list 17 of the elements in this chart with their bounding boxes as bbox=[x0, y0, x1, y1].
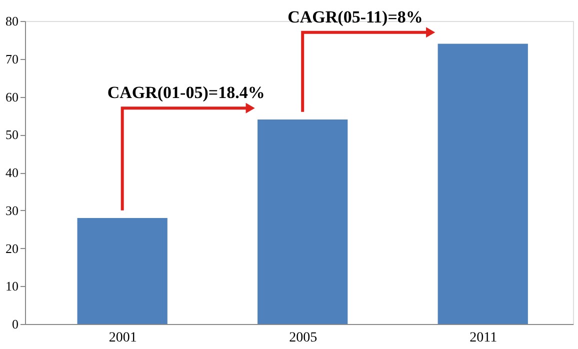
y-tick-label: 30 bbox=[6, 202, 18, 218]
x-tick-label: 2001 bbox=[108, 330, 137, 346]
bar bbox=[258, 119, 348, 324]
y-tick-label: 70 bbox=[6, 51, 18, 66]
annotation: CAGR(01-05)=18.4% bbox=[107, 83, 265, 102]
x-tick-label: 2011 bbox=[470, 330, 498, 346]
y-tick-label: 10 bbox=[6, 278, 18, 294]
bar bbox=[438, 44, 528, 324]
y-tick-label: 60 bbox=[6, 89, 18, 104]
x-tick-label: 2005 bbox=[289, 330, 318, 346]
bar bbox=[77, 218, 168, 324]
y-tick-label: 20 bbox=[6, 240, 18, 256]
y-tick-label: 80 bbox=[6, 14, 18, 28]
y-tick-label: 50 bbox=[6, 127, 18, 142]
y-tick-label: 40 bbox=[6, 165, 18, 180]
y-tick-label: 0 bbox=[12, 316, 18, 332]
annotation: CAGR(05-11)=8% bbox=[288, 7, 423, 26]
